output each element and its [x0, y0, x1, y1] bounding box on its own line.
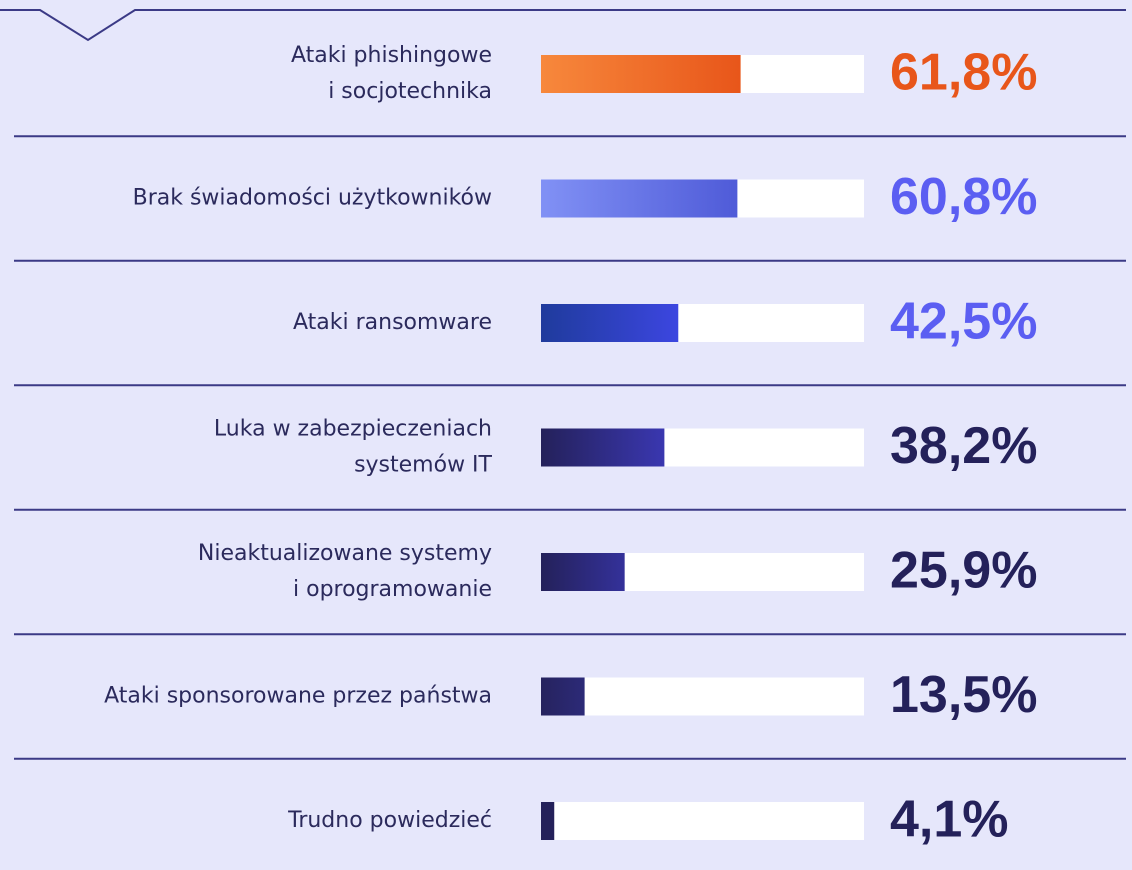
bar	[541, 55, 741, 93]
category-label: Ataki phishingowe i socjotechnika	[291, 43, 492, 104]
category-label: Brak świadomości użytkowników	[133, 186, 492, 211]
value-label: 42,5%	[890, 293, 1037, 351]
bar	[541, 677, 585, 716]
value-label: 25,9%	[890, 542, 1037, 600]
category-line: Nieaktualizowane systemy	[198, 541, 492, 566]
category-line: Ataki ransomware	[293, 310, 492, 335]
category-label: Ataki ransomware	[293, 310, 492, 335]
bar-track	[541, 802, 864, 840]
category-line: Ataki sponsorowane przez państwa	[104, 684, 492, 709]
category-line: Luka w zabezpieczeniach	[214, 417, 492, 442]
category-line: i oprogramowanie	[293, 577, 492, 602]
category-line: i socjotechnika	[328, 79, 492, 104]
value-label: 4,1%	[890, 791, 1009, 849]
bar	[541, 179, 738, 218]
category-line: systemów IT	[354, 453, 492, 478]
bar	[541, 553, 625, 591]
value-label: 60,8%	[890, 168, 1037, 226]
top-divider	[0, 9, 1126, 42]
value-label: 13,5%	[890, 666, 1037, 724]
value-label: 61,8%	[890, 44, 1037, 102]
category-label: Trudno powiedzieć	[287, 808, 492, 833]
bar	[541, 428, 665, 467]
category-line: Ataki phishingowe	[291, 43, 492, 68]
category-line: Trudno powiedzieć	[287, 808, 492, 833]
bar	[541, 304, 679, 342]
category-label: Luka w zabezpieczeniach systemów IT	[214, 417, 493, 478]
bar	[541, 802, 555, 840]
category-label: Nieaktualizowane systemy i oprogramowanie	[198, 541, 492, 602]
bar-track	[541, 677, 864, 716]
category-label: Ataki sponsorowane przez państwa	[104, 684, 492, 709]
category-line: Brak świadomości użytkowników	[133, 186, 492, 211]
value-label: 38,2%	[890, 417, 1037, 475]
